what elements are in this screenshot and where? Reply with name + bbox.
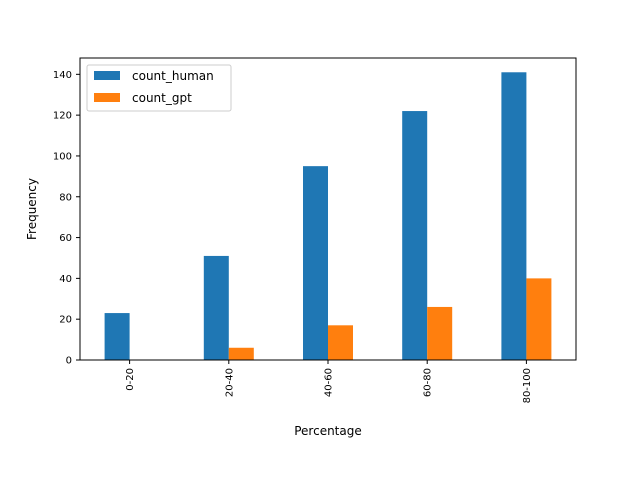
legend-swatch-count-gpt xyxy=(94,93,120,102)
plot-frame xyxy=(79,57,577,361)
y-tick-label-120: 120 xyxy=(53,111,72,122)
y-axis-label: Frequency xyxy=(25,178,39,240)
legend-swatch-count-human xyxy=(94,71,120,80)
y-tick-label-40: 40 xyxy=(59,274,72,285)
y-axis: 0 20 40 60 80 100 120 140 xyxy=(53,70,80,367)
legend-label-count-gpt: count_gpt xyxy=(132,91,192,105)
bar-count-human-0-20 xyxy=(104,313,130,360)
y-tick-label-20: 20 xyxy=(59,315,72,326)
bar-count-human-80-100 xyxy=(501,72,527,360)
y-tick-label-0: 0 xyxy=(66,356,72,367)
x-tick-label-60-80: 60-80 xyxy=(423,368,434,397)
y-tick-label-60: 60 xyxy=(59,233,72,244)
y-tick-label-80: 80 xyxy=(59,192,72,203)
x-axis-label: Percentage xyxy=(294,424,362,438)
bar-count-human-40-60 xyxy=(303,166,328,360)
x-tick-label-0-20: 0-20 xyxy=(125,368,136,391)
bar-count-human-20-40 xyxy=(203,255,229,360)
x-axis: 0-20 20-40 40-60 60-80 80-100 xyxy=(125,360,533,403)
x-tick-label-40-60: 40-60 xyxy=(324,368,335,397)
bar-count-gpt-40-60 xyxy=(328,325,353,360)
bar-group xyxy=(104,72,552,360)
x-tick-label-80-100: 80-100 xyxy=(522,368,533,403)
y-tick-label-100: 100 xyxy=(53,151,72,162)
bar-count-gpt-80-100 xyxy=(526,278,552,360)
x-tick-label-20-40: 20-40 xyxy=(224,368,235,397)
y-tick-label-140: 140 xyxy=(53,70,72,81)
bar-count-human-60-80 xyxy=(402,111,428,360)
legend: count_human count_gpt xyxy=(86,64,232,112)
bar-count-gpt-20-40 xyxy=(228,347,254,360)
bar-count-gpt-60-80 xyxy=(427,306,453,360)
legend-label-count-human: count_human xyxy=(132,69,214,83)
legend-box xyxy=(86,64,232,112)
